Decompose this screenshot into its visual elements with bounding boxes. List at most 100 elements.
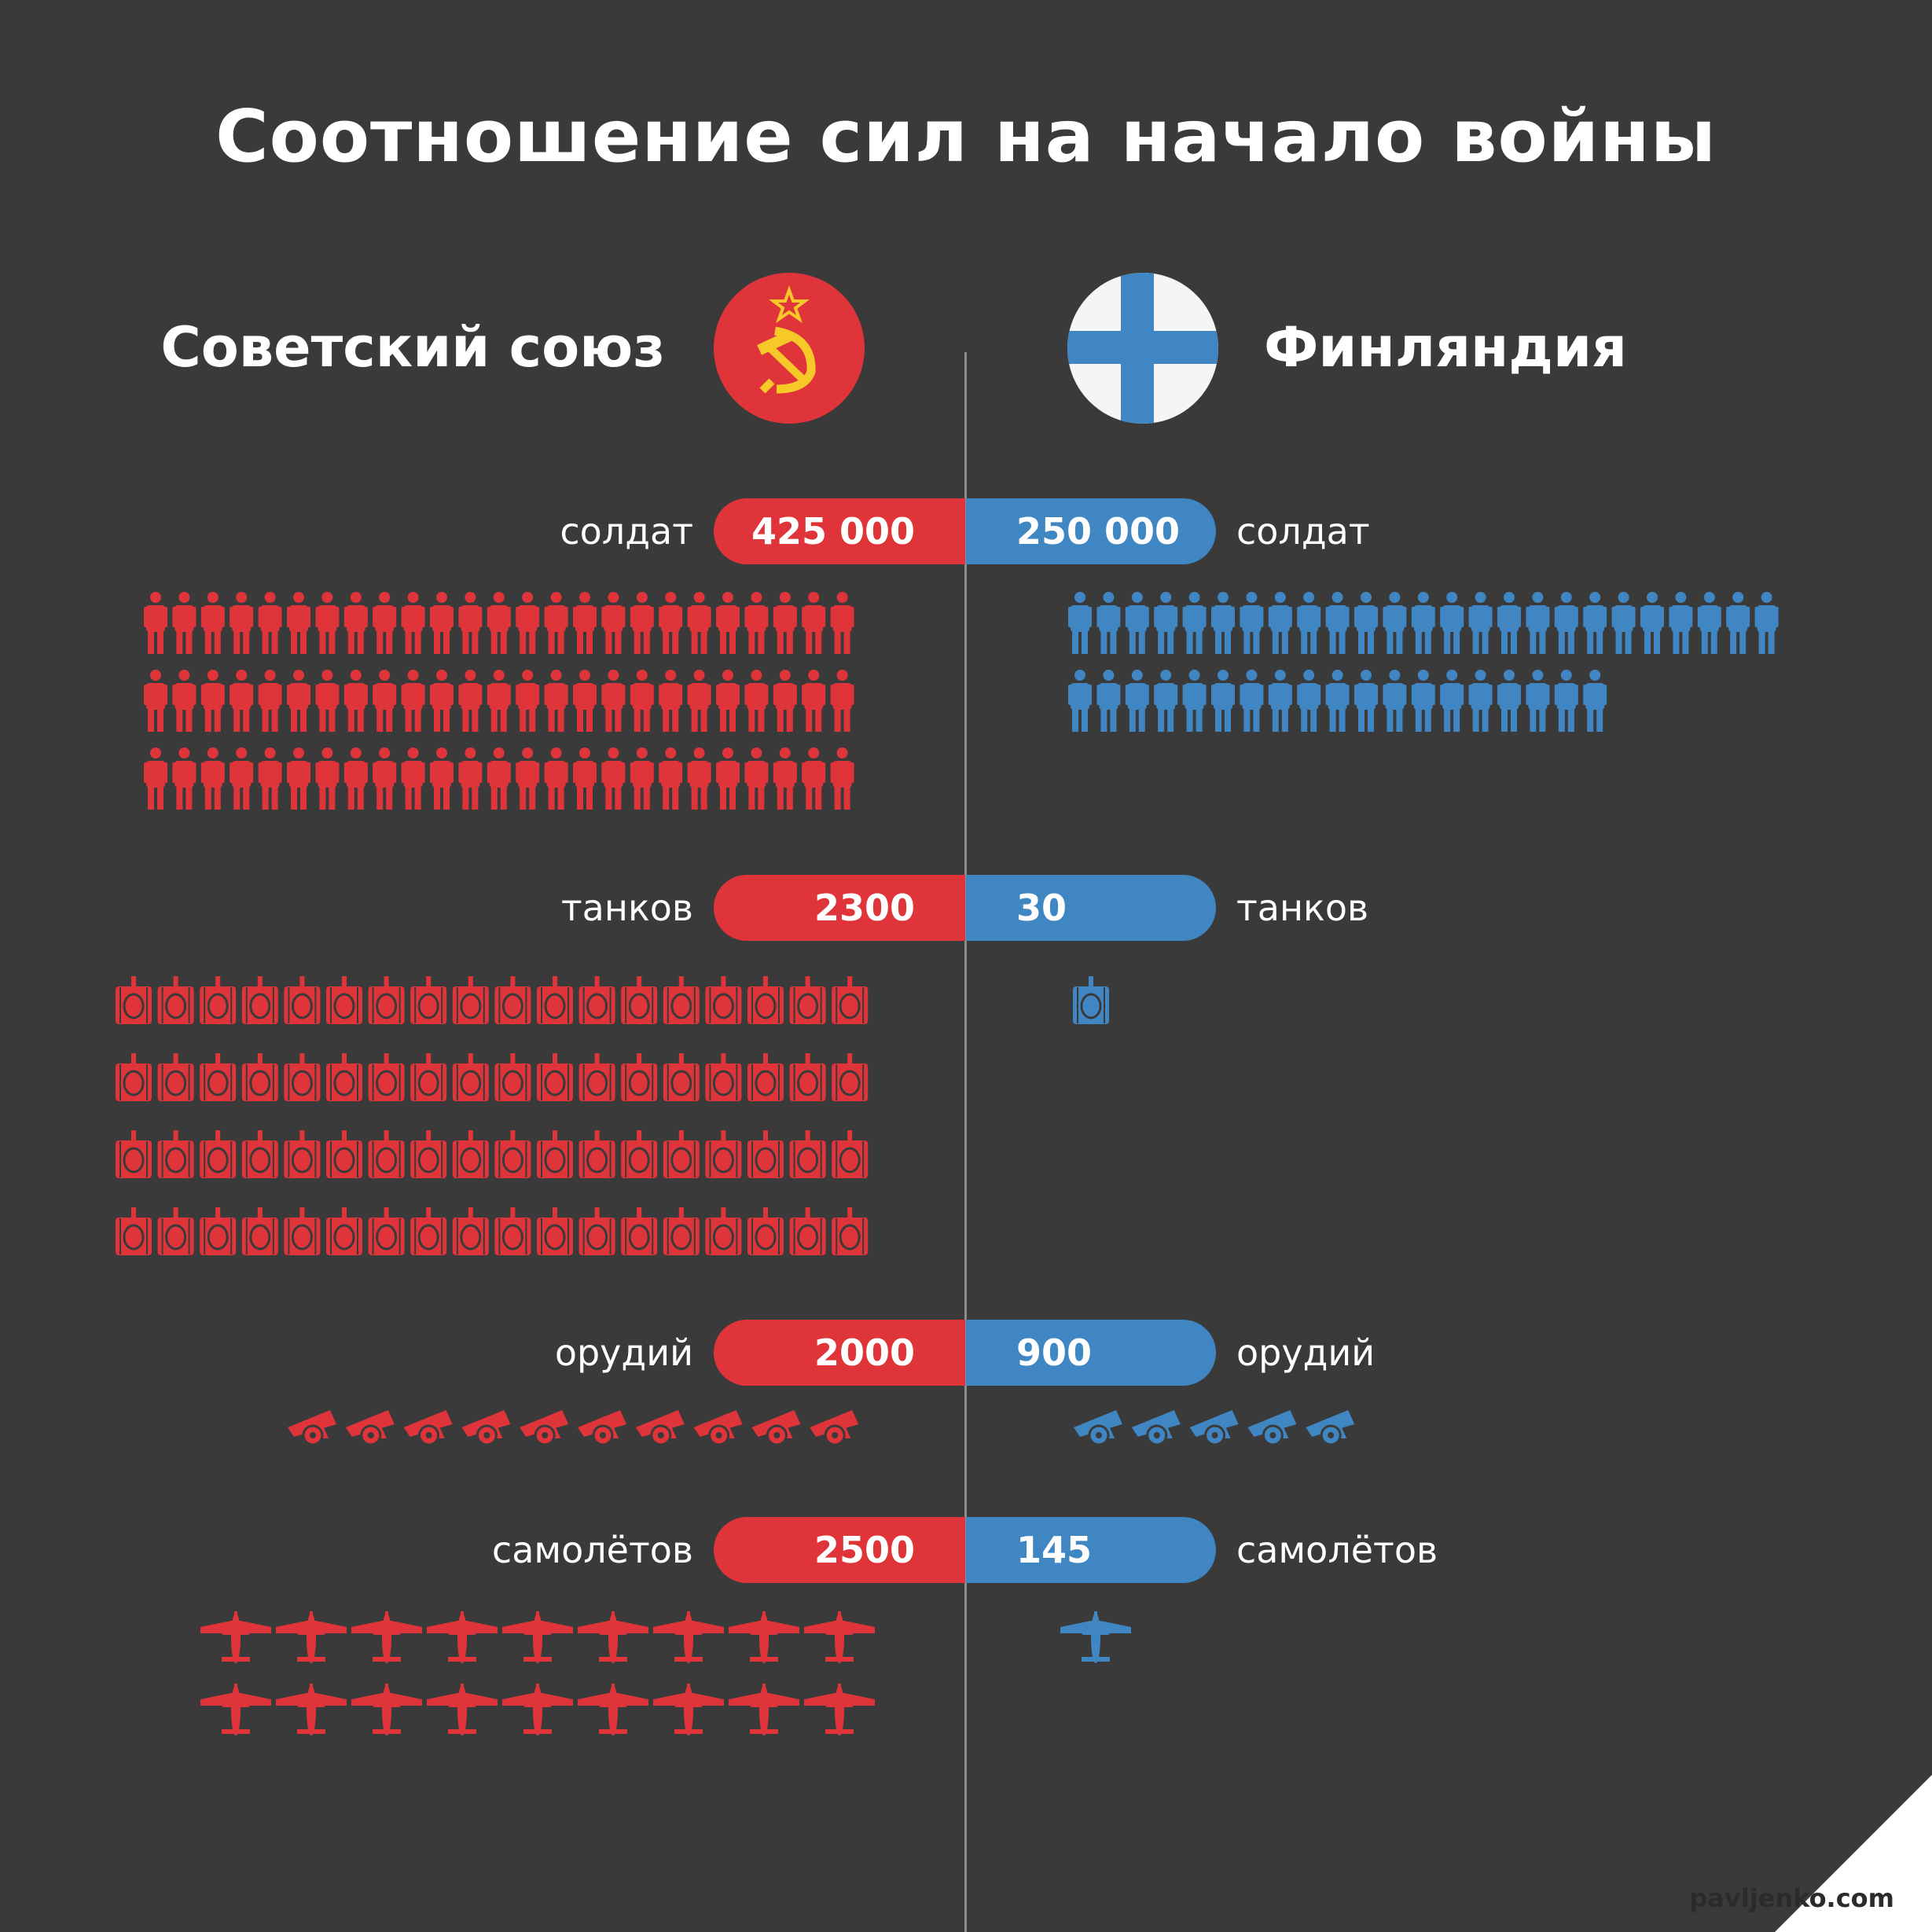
value-pill-right-tanks: 30	[966, 875, 1216, 941]
soldier-icon	[1325, 592, 1350, 654]
soldier-icon	[373, 670, 397, 732]
cannon-icon	[520, 1410, 569, 1446]
tank-icon	[789, 976, 826, 1024]
soldier-icon	[1726, 592, 1750, 654]
soldier-icon	[1268, 592, 1292, 654]
soldier-icon	[230, 747, 254, 810]
soldier-icon	[1154, 670, 1178, 732]
tank-icon	[368, 1130, 405, 1178]
soldier-icon	[1240, 592, 1264, 654]
tank-icon	[284, 976, 321, 1024]
soldier-icon	[659, 592, 683, 654]
cannon-icon	[1189, 1410, 1239, 1446]
value-pill-left-cannons: 2000	[714, 1320, 965, 1386]
tank-icon	[832, 1207, 869, 1255]
tank-icon	[494, 1207, 531, 1255]
soldier-icon	[1526, 592, 1550, 654]
tank-icon	[452, 1053, 489, 1101]
soldier-icon	[430, 747, 454, 810]
category-label-left-planes: самолётов	[491, 1529, 693, 1571]
tank-icon	[832, 976, 869, 1024]
soldier-icon	[1211, 592, 1235, 654]
tank-icon	[705, 1207, 742, 1255]
cannon-icon	[403, 1410, 453, 1446]
tank-icon	[452, 976, 489, 1024]
tank-icon	[705, 1053, 742, 1101]
soldier-icon	[315, 592, 340, 654]
plane-icon	[351, 1684, 422, 1735]
soldier-icon	[744, 592, 769, 654]
tank-icon	[368, 976, 405, 1024]
soldier-icon	[315, 747, 340, 810]
soldier-icon	[1611, 592, 1636, 654]
tank-icon	[747, 1053, 784, 1101]
category-label-left-tanks: танков	[560, 887, 693, 929]
soldier-icon	[1754, 592, 1779, 654]
soldier-icon	[172, 747, 197, 810]
tank-icon	[663, 1053, 700, 1101]
tank-icon	[116, 1207, 152, 1255]
tank-icon	[537, 1130, 573, 1178]
plane-icon	[276, 1611, 347, 1663]
tank-icon	[452, 1207, 489, 1255]
soldier-icon	[773, 592, 797, 654]
soldier-icon	[802, 747, 826, 810]
soldier-icon	[716, 747, 740, 810]
tank-icon	[621, 976, 658, 1024]
soldier-icon	[573, 592, 597, 654]
soldier-icon	[487, 670, 511, 732]
soldier-icon	[373, 747, 397, 810]
soldier-icon	[1411, 670, 1435, 732]
soldier-icon	[601, 592, 626, 654]
tank-icon	[326, 976, 362, 1024]
soldier-icon	[516, 747, 540, 810]
cannon-icon	[1074, 1410, 1122, 1446]
soldier-icon	[544, 670, 568, 732]
tank-icon	[663, 1207, 700, 1255]
tank-icon	[368, 1207, 405, 1255]
soldier-icon	[573, 747, 597, 810]
soldier-icon	[830, 592, 854, 654]
plane-icon	[276, 1684, 347, 1735]
page-title: Соотношение сил на начало войны	[215, 94, 1717, 178]
soldier-icon	[1468, 592, 1493, 654]
tank-icon	[368, 1053, 405, 1101]
tank-icon	[157, 1053, 194, 1101]
soldier-icon	[573, 670, 597, 732]
soldier-icon	[1068, 670, 1092, 732]
value-pill-right-planes: 145	[966, 1517, 1216, 1583]
soldier-icon	[773, 747, 797, 810]
plane-icon	[653, 1611, 724, 1663]
plane-icon	[200, 1684, 271, 1735]
tank-icon	[537, 1053, 573, 1101]
plane-icon	[804, 1611, 875, 1663]
tank-icon	[747, 1130, 784, 1178]
cannon-icon	[578, 1410, 626, 1446]
soldier-icon	[401, 747, 425, 810]
soldier-icon	[200, 670, 225, 732]
tank-icon	[621, 1053, 658, 1101]
plane-icon	[200, 1611, 271, 1663]
value-pill-right-soldiers: 250 000	[966, 498, 1216, 564]
soldier-icon	[544, 592, 568, 654]
tank-icon	[241, 1053, 278, 1101]
soldier-icon	[1497, 670, 1521, 732]
soldier-icon	[1325, 670, 1350, 732]
soldier-icon	[1669, 592, 1693, 654]
plane-icon	[502, 1611, 573, 1663]
tank-icon	[157, 1130, 194, 1178]
soldier-icon	[544, 747, 568, 810]
value-pill-left-tanks: 2300	[714, 875, 965, 941]
soldier-icon	[1240, 670, 1264, 732]
value-pill-left-planes: 2500	[714, 1517, 965, 1583]
plane-icon	[729, 1684, 799, 1735]
tank-icon	[663, 976, 700, 1024]
soldier-icon	[401, 670, 425, 732]
soldier-icon	[830, 747, 854, 810]
tank-icon	[537, 1207, 573, 1255]
category-label-right-tanks: танков	[1236, 887, 1369, 929]
country-name-ussr: Советский союз	[160, 315, 665, 380]
cannon-icon	[345, 1410, 395, 1446]
